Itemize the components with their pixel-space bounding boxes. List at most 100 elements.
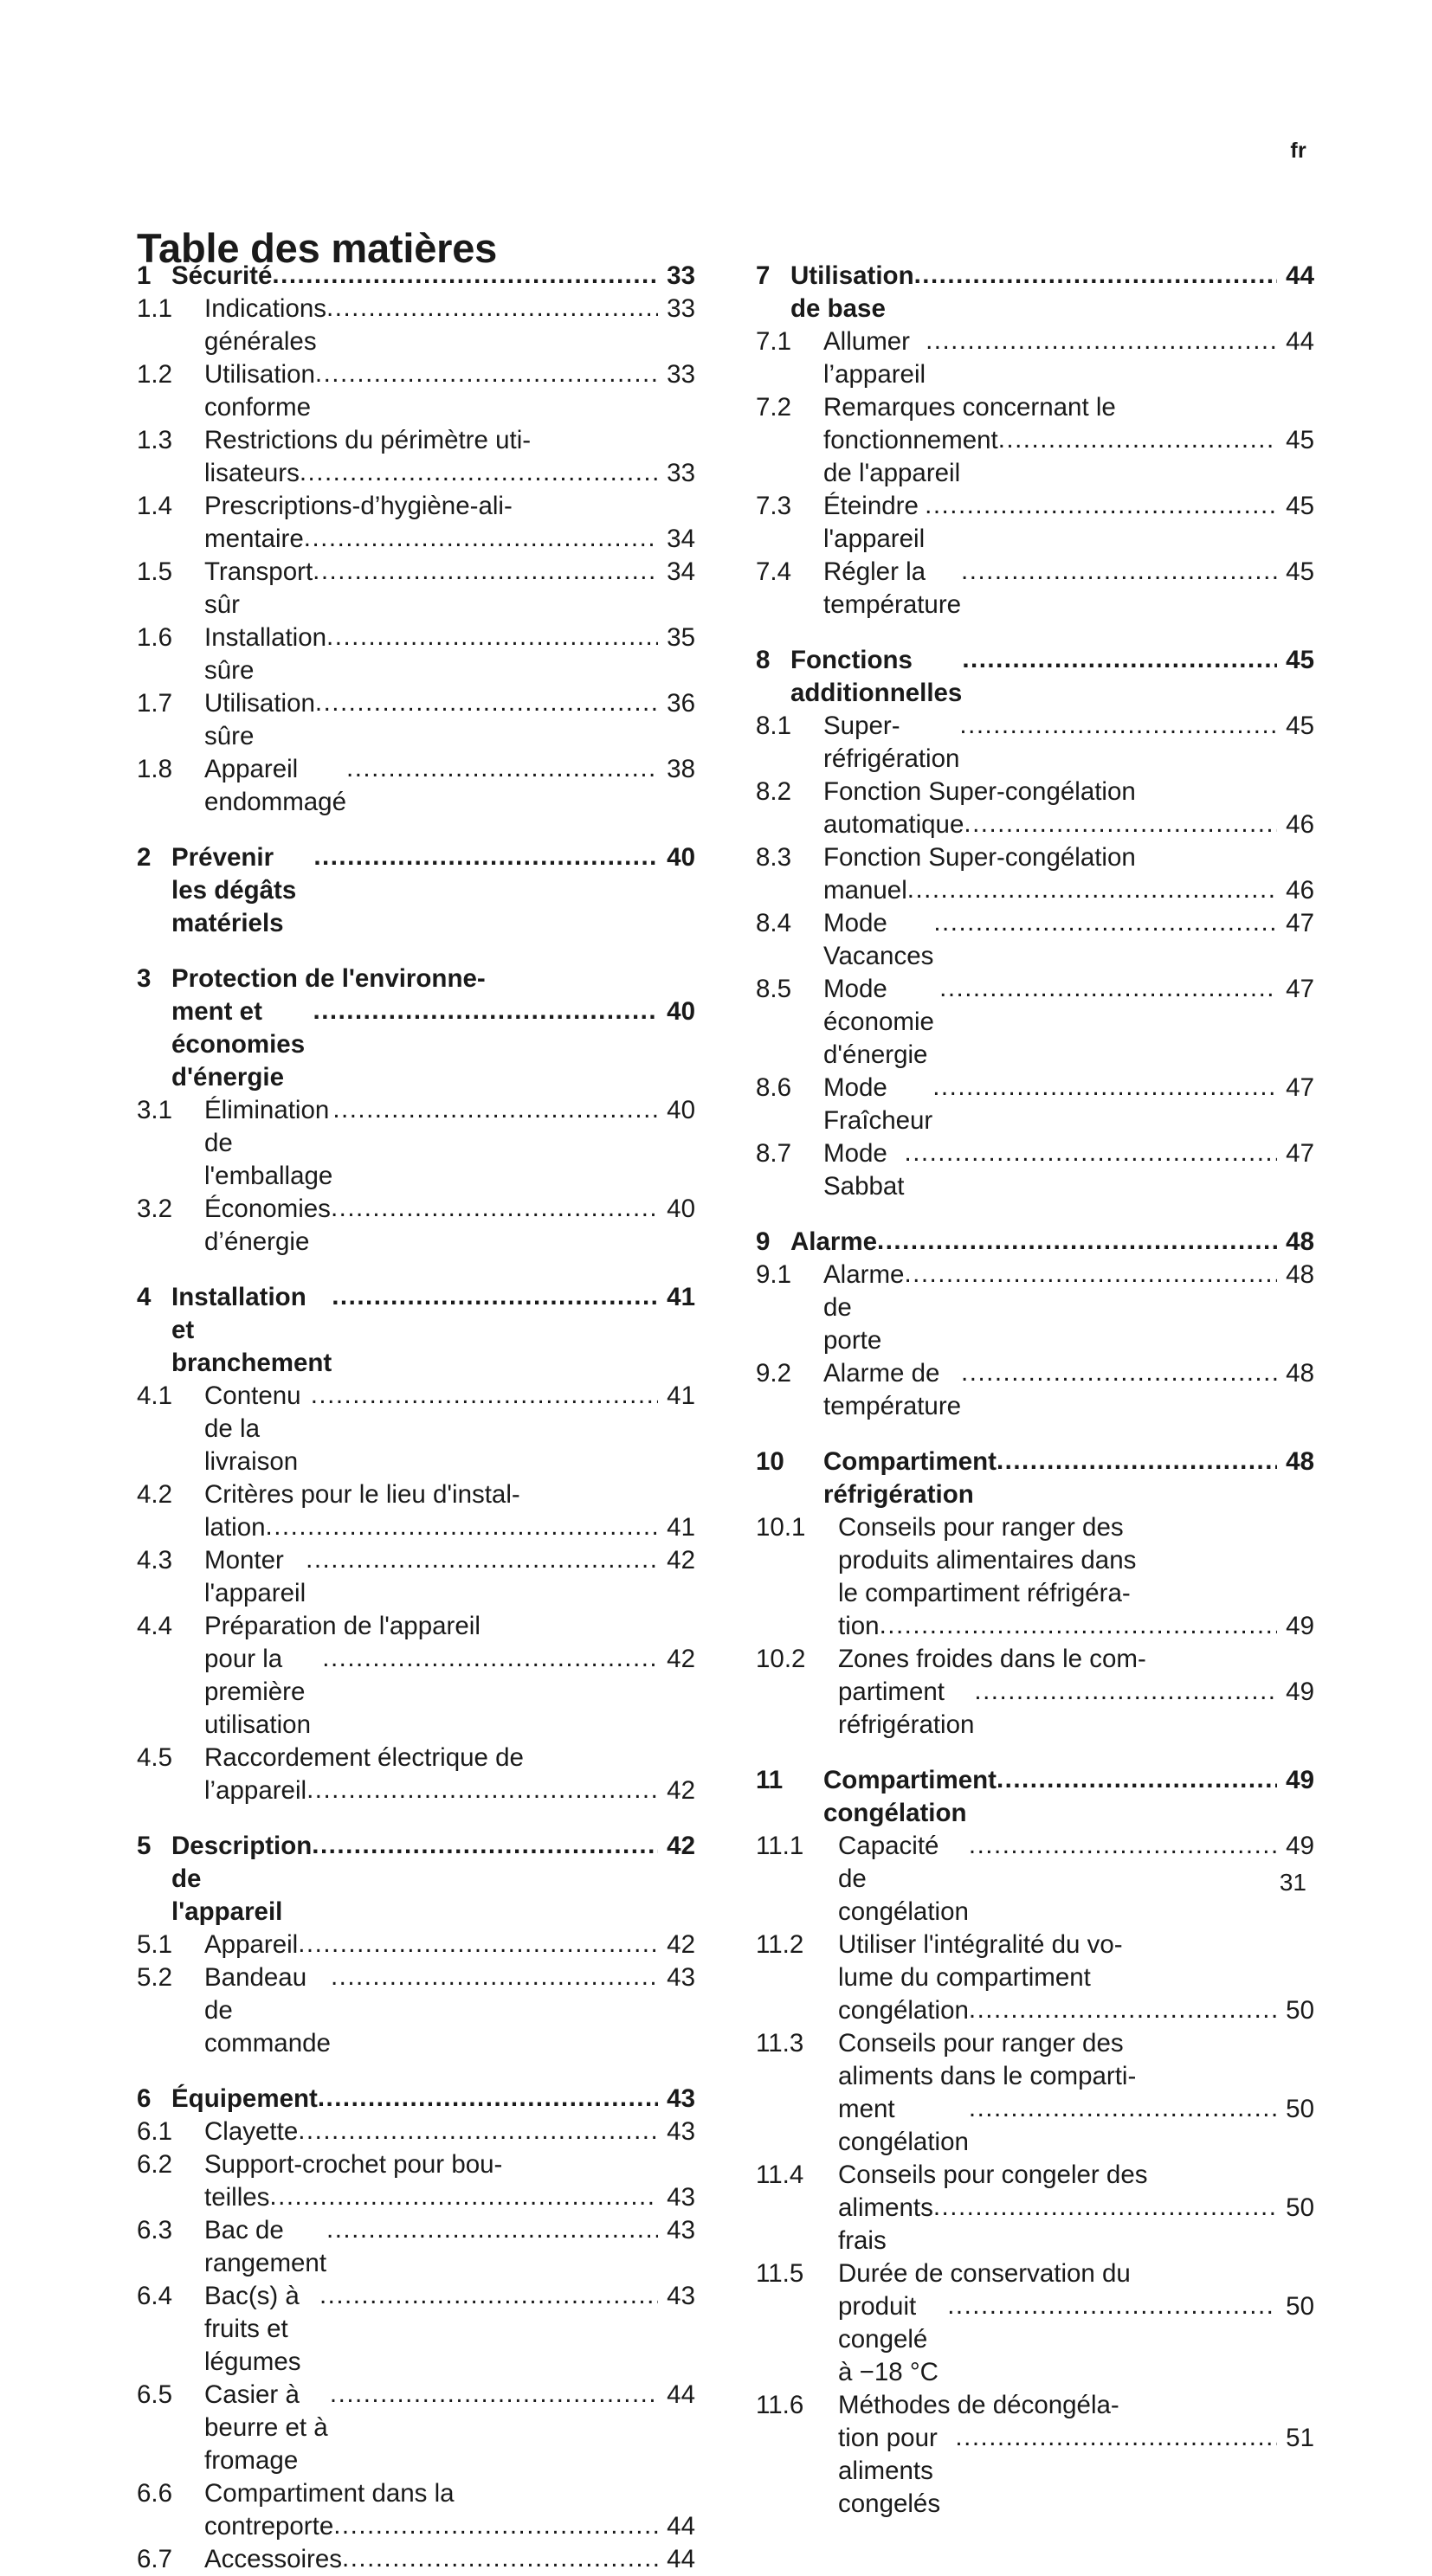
toc-entry[interactable]: 1.4 Prescriptions-d’hygiène-ali- 34 mentair…	[137, 490, 695, 556]
toc-entry-page-number: 44	[667, 2380, 695, 2409]
toc-entry[interactable]: 3 Protection de l'environne- 40 ment et éco…	[137, 963, 695, 1094]
toc-entry[interactable]: 7.4 Régler la température 45	[756, 556, 1314, 621]
toc-entry-number: 1.7	[137, 689, 173, 718]
toc-entry[interactable]: 1.3 Restrictions du périmètre uti- 33 lisat…	[137, 424, 695, 490]
toc-entry[interactable]: 11.4 Conseils pour congeler des 50 aliments…	[756, 2159, 1314, 2257]
toc-entry[interactable]: 7.3 Éteindre l'appareil 45	[756, 490, 1314, 556]
toc-entry-number: 1.5	[137, 557, 173, 586]
toc-entry-text: Utiliser l'intégralité du vo-	[838, 1930, 1123, 1959]
toc-entry[interactable]: 1 Sécurité 33	[137, 260, 695, 293]
toc-entry-page-number: 50	[1286, 1996, 1314, 2025]
toc-entry[interactable]: 8.5 Mode économie d'énergie 47	[756, 973, 1314, 1072]
toc-entry[interactable]: 7.1 Allumer l’appareil 44	[756, 325, 1314, 391]
toc-leader-dots	[961, 1356, 1277, 1389]
toc-entry[interactable]: 3.1 Élimination de l'emballage 40	[137, 1094, 695, 1193]
toc-leader-dots	[298, 2115, 658, 2148]
toc-entry-text: Alarme de porte	[823, 1260, 912, 1355]
toc-entry-text: lume du compartiment	[838, 1963, 1091, 1992]
toc-entry[interactable]: 8.6 Mode Fraîcheur 47	[756, 1072, 1314, 1137]
toc-entry-text: Contenu de la livraison	[204, 1381, 308, 1476]
toc-entry-page-number: 41	[667, 1513, 695, 1542]
toc-leader-dots	[312, 1829, 658, 1862]
toc-entry[interactable]: 11.5 Durée de conservation du 50 produit co…	[756, 2257, 1314, 2389]
toc-entry[interactable]: 11 Compartiment congélation 49	[756, 1764, 1314, 1830]
toc-entry[interactable]: 5.1 Appareil 42	[137, 1929, 695, 1961]
toc-entry[interactable]: 7.2 Remarques concernant le 45 fonctionneme…	[756, 391, 1314, 490]
toc-entry[interactable]: 6.7 Accessoires 44	[137, 2543, 695, 2576]
toc-entry[interactable]: 1.8 Appareil endommagé 38	[137, 753, 695, 819]
toc-entry[interactable]: 9.1 Alarme de porte 48	[756, 1259, 1314, 1357]
toc-entry[interactable]: 11.2 Utiliser l'intégralité du vo- 50 lume …	[756, 1929, 1314, 2027]
toc-entry[interactable]: 10.1 Conseils pour ranger des 49 produits a…	[756, 1511, 1314, 1643]
toc-entry[interactable]: 1.5 Transport sûr 34	[137, 556, 695, 621]
toc-entry[interactable]: 6.1 Clayette 43	[137, 2116, 695, 2148]
toc-entry[interactable]: 4 Installation et branchement 41	[137, 1281, 695, 1380]
toc-entry[interactable]: 10 Compartiment réfrigération 48	[756, 1446, 1314, 1511]
toc-entry[interactable]: 4.1 Contenu de la livraison 41	[137, 1380, 695, 1478]
toc-leader-dots	[933, 906, 1277, 939]
toc-entry-text: Utilisation sûre	[204, 689, 323, 750]
toc-entry[interactable]: 4.3 Monter l'appareil 42	[137, 1544, 695, 1610]
toc-entry-number: 3.2	[137, 1195, 173, 1223]
toc-entry-text: Monter l'appareil	[204, 1546, 313, 1607]
toc-entry[interactable]: 1.7 Utilisation sûre 36	[137, 687, 695, 753]
toc-entry[interactable]: 9.2 Alarme de température 48	[756, 1357, 1314, 1423]
toc-entry-text: Bac(s) à fruits et légumes	[204, 2282, 308, 2376]
toc-entry[interactable]: 2 Prévenir les dégâts matériels 40	[137, 841, 695, 940]
toc-entry[interactable]: 9 Alarme 48	[756, 1226, 1314, 1259]
toc-entry-number: 8	[756, 646, 771, 674]
toc-leader-dots	[313, 995, 659, 1027]
toc-entry[interactable]: 8 Fonctions additionnelles 45	[756, 644, 1314, 710]
toc-entry[interactable]: 11.3 Conseils pour ranger des 50 aliments d…	[756, 2027, 1314, 2159]
toc-entry-number: 8.7	[756, 1139, 792, 1168]
toc-entry[interactable]: 8.1 Super-réfrigération 45	[756, 710, 1314, 776]
toc-entry[interactable]: 11.1 Capacité de congélation 49	[756, 1830, 1314, 1929]
toc-leader-dots	[955, 2421, 1277, 2454]
toc-entry-text: Support-crochet pour bou-	[204, 2150, 503, 2179]
toc-leader-dots	[322, 1642, 658, 1675]
toc-entry-text: Compartiment congélation	[823, 1766, 1004, 1827]
toc-entry-text: Utilisation de base	[790, 261, 921, 323]
toc-entry[interactable]: 10.2 Zones froides dans le com- 49 partimen…	[756, 1643, 1314, 1742]
toc-leader-dots	[298, 1928, 658, 1961]
toc-entry-page-number: 49	[1286, 1612, 1314, 1640]
toc-entry-number: 5.2	[137, 1963, 173, 1992]
toc-leader-dots	[997, 1763, 1277, 1796]
toc-entry[interactable]: 11.6 Méthodes de décongéla- 51 tion pour al…	[756, 2389, 1314, 2521]
toc-entry[interactable]: 3.2 Économies d’énergie 40	[137, 1193, 695, 1259]
toc-entry[interactable]: 5 Description de l'appareil 42	[137, 1830, 695, 1929]
toc-entry-text: le compartiment réfrigéra-	[838, 1579, 1131, 1607]
toc-entry-page-number: 47	[1286, 1073, 1314, 1102]
toc-entry[interactable]: 4.5 Raccordement électrique de 42 l’apparei…	[137, 1742, 695, 1807]
toc-entry[interactable]: 4.4 Préparation de l'appareil 42 pour la pr…	[137, 1610, 695, 1742]
toc-entry[interactable]: 6.4 Bac(s) à fruits et légumes 43	[137, 2280, 695, 2379]
toc-entry-page-number: 41	[667, 1381, 695, 1410]
toc-entry-page-number: 50	[1286, 2292, 1314, 2321]
toc-entry-number: 4.3	[137, 1546, 173, 1575]
toc-entry[interactable]: 1.1 Indications générales 33	[137, 293, 695, 358]
toc-entry[interactable]: 6 Équipement 43	[137, 2083, 695, 2116]
toc-entry[interactable]: 8.4 Mode Vacances 47	[756, 907, 1314, 973]
toc-entry-text: Installation sûre	[204, 623, 334, 685]
toc-entry-page-number: 45	[1286, 492, 1314, 520]
toc-entry[interactable]: 4.2 Critères pour le lieu d'instal- 41 lati…	[137, 1478, 695, 1544]
toc-entry[interactable]: 1.6 Installation sûre 35	[137, 621, 695, 687]
toc-entry-text: contreporte	[204, 2512, 341, 2541]
toc-entry-text: Mode Vacances	[823, 909, 941, 970]
toc-leader-dots	[332, 1093, 658, 1126]
toc-entry-page-number: 45	[1286, 712, 1314, 740]
toc-entry[interactable]: 5.2 Bandeau de commande 43	[137, 1961, 695, 2060]
toc-entry[interactable]: 6.5 Casier à beurre et à fromage 44	[137, 2379, 695, 2477]
toc-entry-number: 8.3	[756, 843, 792, 872]
toc-entry[interactable]: 8.2 Fonction Super-congélation 46 automatiq…	[756, 776, 1314, 841]
toc-entry[interactable]: 7 Utilisation de base 44	[756, 260, 1314, 325]
toc-entry[interactable]: 6.3 Bac de rangement 43	[137, 2214, 695, 2280]
toc-entry-page-number: 44	[1286, 261, 1314, 290]
toc-leader-dots	[342, 2542, 658, 2575]
toc-entry[interactable]: 1.2 Utilisation conforme 33	[137, 358, 695, 424]
toc-entry[interactable]: 8.7 Mode Sabbat 47	[756, 1137, 1314, 1203]
